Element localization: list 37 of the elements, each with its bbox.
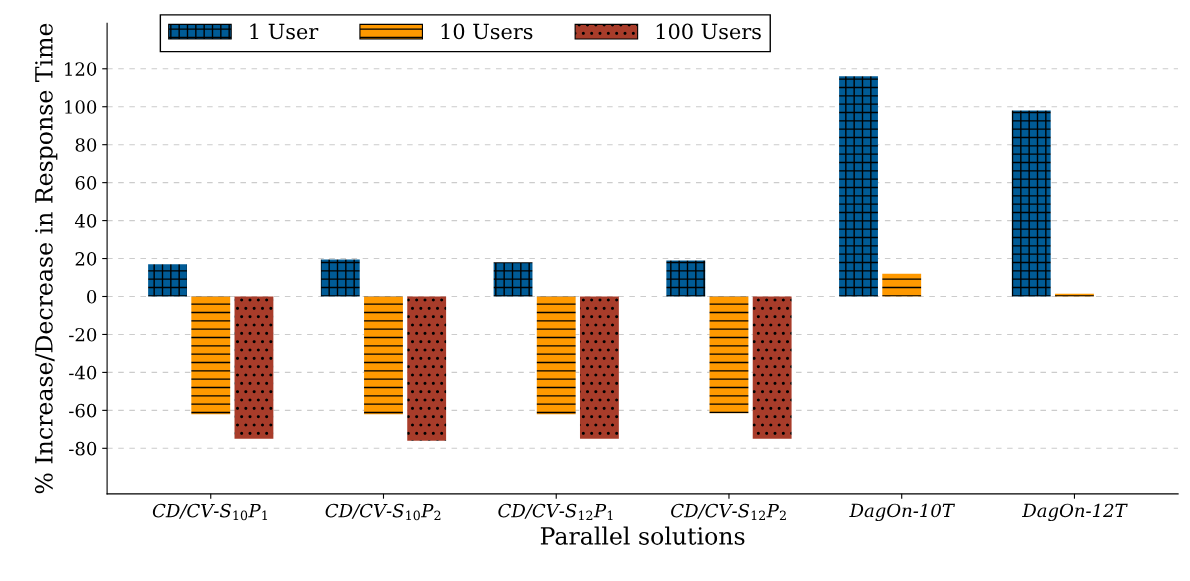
y-tick-label: 60 bbox=[75, 176, 97, 190]
y-tick-label: -40 bbox=[69, 365, 97, 380]
y-axis-title: % Increase/Decrease in Response Time bbox=[34, 23, 58, 494]
bar bbox=[752, 296, 792, 439]
x-tick-label: CD/CV-S$_{10}$P$_{2}$ bbox=[325, 503, 441, 521]
bar bbox=[666, 260, 706, 297]
x-axis-title: Parallel solutions bbox=[540, 526, 745, 545]
x-tick-label: DagOn-10T bbox=[849, 503, 955, 522]
bar bbox=[709, 296, 749, 414]
y-tick-label: -80 bbox=[69, 441, 97, 456]
bar bbox=[493, 262, 533, 297]
y-tick-label: 40 bbox=[74, 214, 97, 228]
x-tick-label: CD/CV-S$_{10}$P$_{1}$ bbox=[152, 503, 268, 521]
bar bbox=[1011, 110, 1051, 297]
y-tick-label: 80 bbox=[75, 138, 97, 152]
bar bbox=[839, 76, 878, 297]
legend-label: 1 User bbox=[250, 23, 319, 40]
x-tick-label: CD/CV-S$_{12}$P$_{2}$ bbox=[671, 503, 786, 520]
y-tick-label: 100 bbox=[65, 100, 97, 114]
bar bbox=[536, 296, 576, 415]
y-tick-label: -60 bbox=[69, 403, 97, 418]
bar bbox=[148, 264, 187, 297]
y-tick-label: -20 bbox=[69, 327, 97, 342]
y-tick-label: 20 bbox=[75, 252, 97, 266]
y-tick-label: 0 bbox=[87, 289, 97, 304]
bar bbox=[320, 259, 360, 297]
bar bbox=[234, 296, 274, 439]
bar bbox=[882, 273, 922, 297]
bar bbox=[364, 296, 403, 415]
y-tick-label: 120 bbox=[65, 62, 97, 76]
x-tick-label: CD/CV-S$_{12}$P$_{1}$ bbox=[498, 503, 613, 520]
bar bbox=[407, 296, 447, 441]
x-tick-label: DagOn-12T bbox=[1022, 503, 1128, 522]
legend-label: 10 Users bbox=[441, 23, 533, 40]
legend-label: 100 Users bbox=[656, 23, 761, 40]
bar bbox=[579, 296, 619, 439]
bar bbox=[191, 296, 231, 415]
